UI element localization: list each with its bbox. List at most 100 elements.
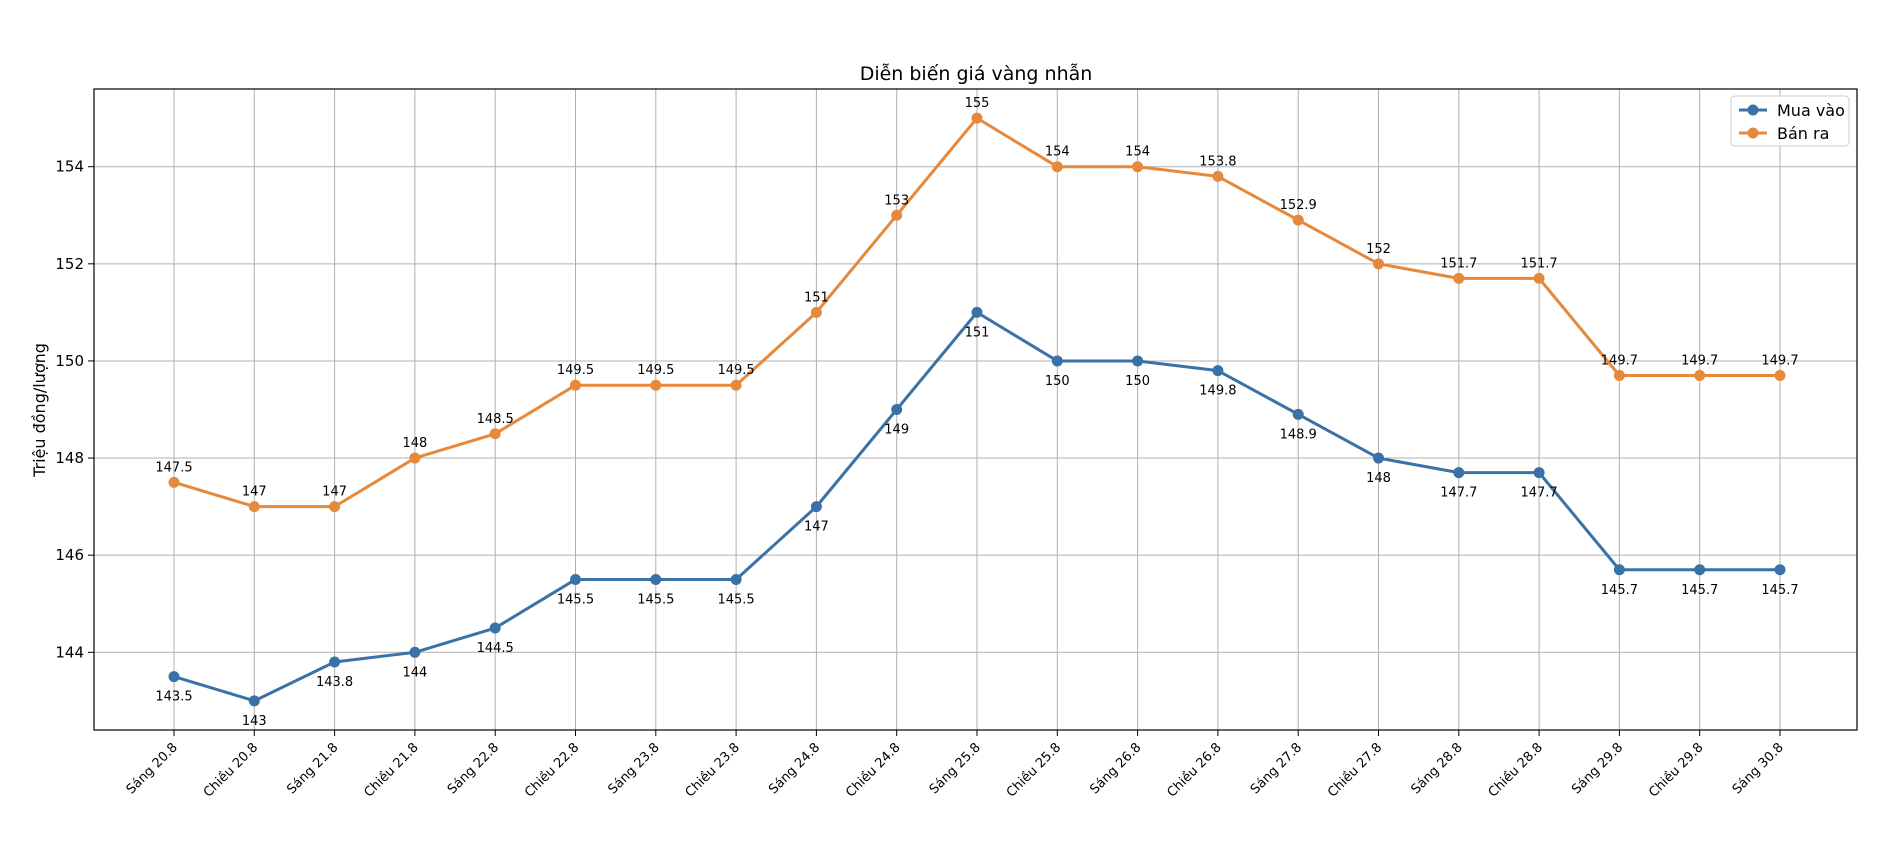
data-label: 147 — [322, 485, 347, 500]
data-label: 145.7 — [1681, 583, 1718, 598]
data-label: 147.5 — [155, 460, 192, 475]
data-label: 147.7 — [1440, 486, 1477, 501]
data-point — [168, 671, 180, 683]
data-label: 143.5 — [155, 690, 192, 705]
data-label: 148 — [402, 436, 427, 451]
data-label: 145.5 — [557, 592, 594, 607]
x-tick-label: Sáng 25.8 — [927, 740, 984, 797]
data-point — [570, 573, 581, 585]
data-label: 147.7 — [1520, 486, 1557, 501]
y-tick-label: 146 — [55, 546, 84, 564]
y-tick-label: 154 — [55, 158, 84, 176]
data-label: 149.7 — [1681, 354, 1718, 369]
data-point — [570, 379, 581, 391]
x-tick-label: Sáng 20.8 — [124, 740, 181, 797]
data-label: 145.5 — [637, 592, 674, 607]
data-point — [329, 501, 341, 513]
data-point — [168, 476, 180, 488]
legend-swatch-marker — [1747, 127, 1759, 139]
data-label: 143 — [242, 714, 267, 729]
y-tick-label: 150 — [55, 352, 84, 370]
y-tick-label: 152 — [55, 255, 84, 273]
data-point — [1533, 467, 1545, 479]
data-label: 151.7 — [1520, 256, 1557, 271]
grid — [94, 89, 1857, 730]
x-tick-label: Sáng 28.8 — [1408, 740, 1465, 797]
data-label: 149.5 — [637, 363, 674, 378]
x-tick-label: Chiều 25.8 — [1004, 740, 1064, 800]
data-label: 152 — [1366, 242, 1391, 257]
y-axis-label: Triệu đồng/lượng — [30, 343, 49, 478]
y-tick-label: 144 — [55, 643, 84, 661]
x-tick-label: Sáng 21.8 — [284, 740, 341, 797]
data-point — [1373, 452, 1384, 464]
series-group: 143.5 143 143.8 144 144.5 145.5 145.5 145.5 147 1… — [155, 96, 1798, 729]
data-point — [1613, 564, 1625, 576]
data-label: 153.8 — [1199, 154, 1236, 169]
legend-item: Mua vào — [1739, 101, 1845, 120]
data-point — [1132, 355, 1144, 367]
data-point — [248, 501, 260, 513]
x-tick-label: Chiều 26.8 — [1164, 740, 1224, 800]
data-point — [1051, 355, 1063, 367]
data-label: 148.5 — [477, 412, 514, 427]
x-tick-label: Chiều 20.8 — [201, 740, 261, 800]
data-label: 147 — [804, 520, 829, 535]
data-label: 149.5 — [717, 363, 754, 378]
x-tick-label: Chiều 27.8 — [1325, 740, 1385, 800]
data-point — [730, 379, 742, 391]
data-point — [1533, 272, 1545, 284]
data-point — [891, 404, 903, 415]
data-point — [329, 656, 341, 668]
data-point — [730, 573, 742, 585]
data-point — [1292, 214, 1304, 226]
data-label: 144 — [402, 665, 427, 680]
data-label: 148.9 — [1280, 427, 1317, 442]
data-label: 143.8 — [316, 675, 353, 690]
x-tick-label: Sáng 26.8 — [1087, 740, 1144, 797]
data-point — [971, 306, 983, 318]
x-tick-label: Chiều 24.8 — [843, 740, 903, 800]
legend-label: Mua vào — [1777, 101, 1845, 120]
data-point — [409, 646, 421, 658]
data-label: 148 — [1366, 471, 1391, 486]
data-point — [810, 501, 822, 513]
data-point — [810, 306, 822, 318]
data-label: 152.9 — [1280, 198, 1317, 213]
data-label: 149.5 — [557, 363, 594, 378]
data-point — [409, 452, 421, 464]
data-point — [489, 428, 501, 440]
x-tick-label: Sáng 30.8 — [1730, 740, 1787, 797]
x-tick-label: Sáng 23.8 — [605, 740, 662, 797]
data-point — [1051, 161, 1063, 173]
data-label: 144.5 — [477, 641, 514, 656]
data-point — [1774, 370, 1786, 382]
data-label: 150 — [1045, 374, 1070, 389]
data-label: 145.5 — [717, 592, 754, 607]
data-point — [1292, 408, 1304, 420]
data-point — [1453, 467, 1465, 479]
data-point — [1212, 365, 1224, 377]
data-label: 150 — [1125, 374, 1150, 389]
data-label: 151 — [965, 325, 990, 340]
data-point — [1694, 370, 1706, 382]
data-point — [650, 379, 662, 391]
x-tick-label: Chiều 29.8 — [1646, 740, 1706, 800]
data-point — [1373, 258, 1384, 270]
plot-area-frame — [93, 88, 1858, 731]
data-point — [971, 112, 983, 124]
x-tick-label: Sáng 22.8 — [445, 740, 502, 797]
legend: Mua vào Bán ra — [1730, 95, 1850, 147]
data-label: 149.7 — [1761, 354, 1798, 369]
data-point — [891, 209, 903, 221]
data-point — [1212, 170, 1224, 182]
data-point — [1613, 370, 1625, 382]
data-label: 145.7 — [1761, 583, 1798, 598]
data-point — [1694, 564, 1706, 576]
data-label: 153 — [884, 193, 909, 208]
data-label: 149 — [884, 423, 909, 438]
legend-item: Bán ra — [1739, 124, 1829, 143]
y-tick-label: 148 — [55, 449, 84, 467]
x-tick-label: Chiều 23.8 — [683, 740, 743, 800]
